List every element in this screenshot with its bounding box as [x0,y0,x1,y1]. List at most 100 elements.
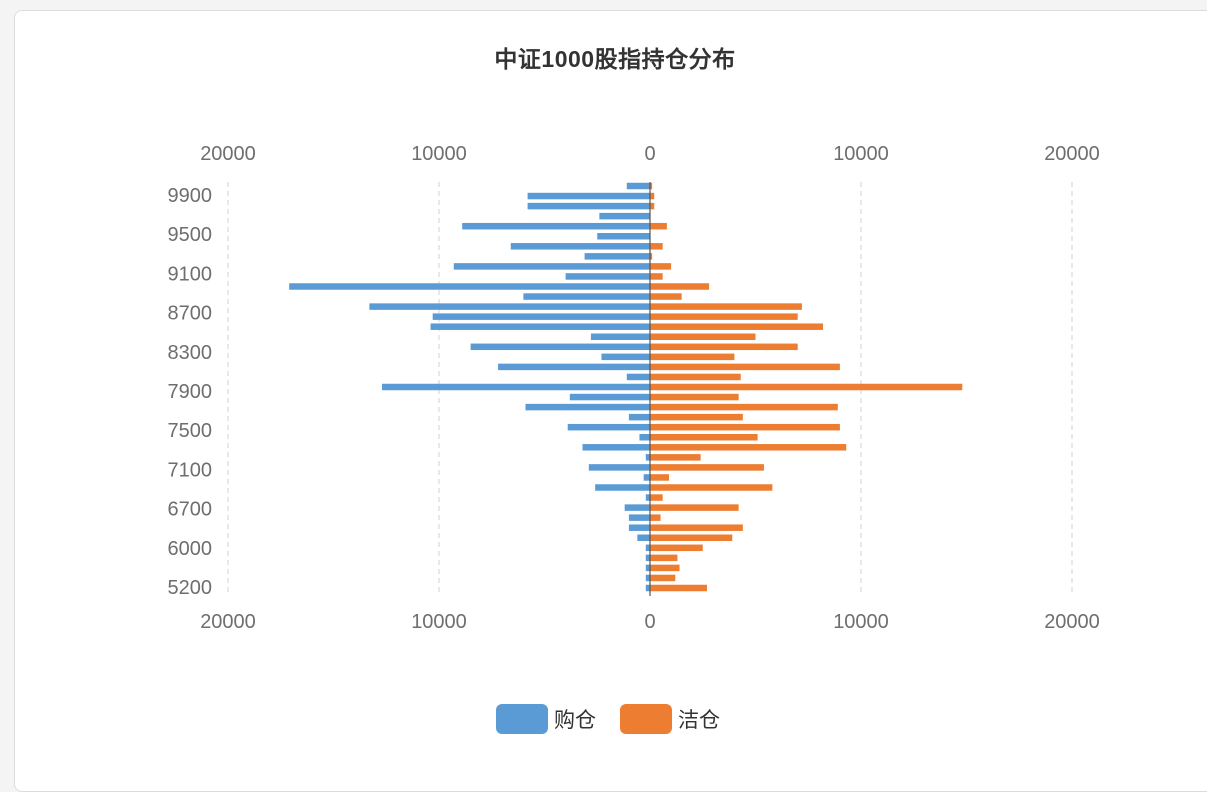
bar-buy [510,243,650,250]
bar-buy [470,343,650,351]
bar-sell [650,273,663,280]
bar-sell [650,564,680,572]
legend-item-buy[interactable]: 购仓 [496,704,596,734]
bar-sell [650,243,663,250]
bar-sell [650,444,847,451]
bar-sell [650,263,672,270]
bar-buy [628,514,650,521]
y-tick-label: 7500 [168,420,213,442]
x-tick-label-top: 20000 [200,143,256,165]
bar-buy [645,494,650,501]
bar-buy [597,233,650,240]
bar-sell [650,293,682,300]
holding-distribution-chart: 20000 20000 10000 10000 0 0 10000 10000 20000 200… [168,143,1100,633]
bar-sell [650,283,710,290]
bar-buy [637,534,650,541]
bar-buy [626,182,650,190]
x-tick-label-top: 0 [644,143,655,165]
bar-sell [650,343,798,351]
legend-swatch-buy [496,704,548,734]
x-tick-label-bottom: 20000 [1044,611,1100,633]
legend-swatch-sell [620,704,672,734]
bar-buy [462,222,650,230]
bar-buy [599,212,650,220]
y-tick-label: 9500 [168,224,213,246]
bar-sell [650,554,678,562]
y-tick-label: 6000 [168,538,213,560]
bar-sell [650,434,758,441]
bar-buy [369,303,650,310]
legend-label-sell: 洁仓 [678,709,720,732]
bar-buy [565,273,650,280]
bar-buy [595,484,650,491]
bar-buy [527,202,650,210]
x-tick-label-bottom: 20000 [200,611,256,633]
bar-sell [650,534,733,541]
bar-buy [590,333,650,340]
x-tick-label-top: 10000 [411,143,467,165]
bar-buy [584,253,650,260]
legend: 购仓 洁仓 [496,704,744,734]
legend-item-sell[interactable]: 洁仓 [620,704,720,734]
bar-sell [650,403,838,411]
bar-sell [650,393,739,401]
bar-buy [628,524,650,531]
bar-buy [645,454,650,461]
bar-buy [628,413,650,421]
bar-buy [289,283,650,290]
bar-sell [650,373,741,381]
bar-buy [569,393,650,401]
bar-buy [523,293,650,300]
y-tick-label: 5200 [168,577,213,599]
bar-buy [645,554,650,562]
bar-sell [650,423,840,431]
bar-sell [650,192,655,200]
bar-sell [650,584,707,592]
y-tick-label: 9900 [168,185,213,207]
x-tick-label-top: 20000 [1044,143,1100,165]
bar-sell [650,474,669,481]
bar-sell [650,323,824,330]
chart-card [14,10,1207,792]
bar-buy [527,192,650,200]
bar-buy [601,353,650,361]
bar-buy [588,464,650,471]
bar-sell [650,514,661,521]
bar-buy [645,574,650,582]
bar-sell [650,464,764,471]
bar-sell [650,413,743,421]
x-tick-label-bottom: 10000 [833,611,889,633]
y-tick-label: 9100 [168,263,213,285]
bar-buy [382,383,650,391]
y-tick-label: 8700 [168,303,213,325]
bar-buy [430,323,650,330]
bar-buy [639,434,650,441]
x-tick-label-top: 10000 [833,143,889,165]
bar-buy [567,423,650,431]
legend-label-buy: 购仓 [554,709,596,732]
bar-buy [525,403,650,411]
bar-buy [626,373,650,381]
bar-buy [645,564,650,572]
bar-buy [624,504,650,511]
bar-buy [453,263,650,270]
bar-buy [432,313,650,320]
bar-sell [650,574,676,582]
x-tick-label-bottom: 10000 [411,611,467,633]
y-tick-label: 6700 [168,499,213,521]
y-tick-label: 7100 [168,459,213,481]
bar-sell [650,454,701,461]
bar-buy [582,444,650,451]
bar-sell [650,383,963,391]
bar-sell [650,494,663,501]
bar-sell [650,484,773,491]
bar-sell [650,202,655,210]
bar-sell [650,363,840,371]
bar-sell [650,222,667,230]
bar-buy [643,474,650,481]
bar-buy [498,363,650,371]
bar-sell [650,524,743,531]
x-tick-label-bottom: 0 [644,611,655,633]
bar-sell [650,303,802,310]
bar-sell [650,182,653,190]
